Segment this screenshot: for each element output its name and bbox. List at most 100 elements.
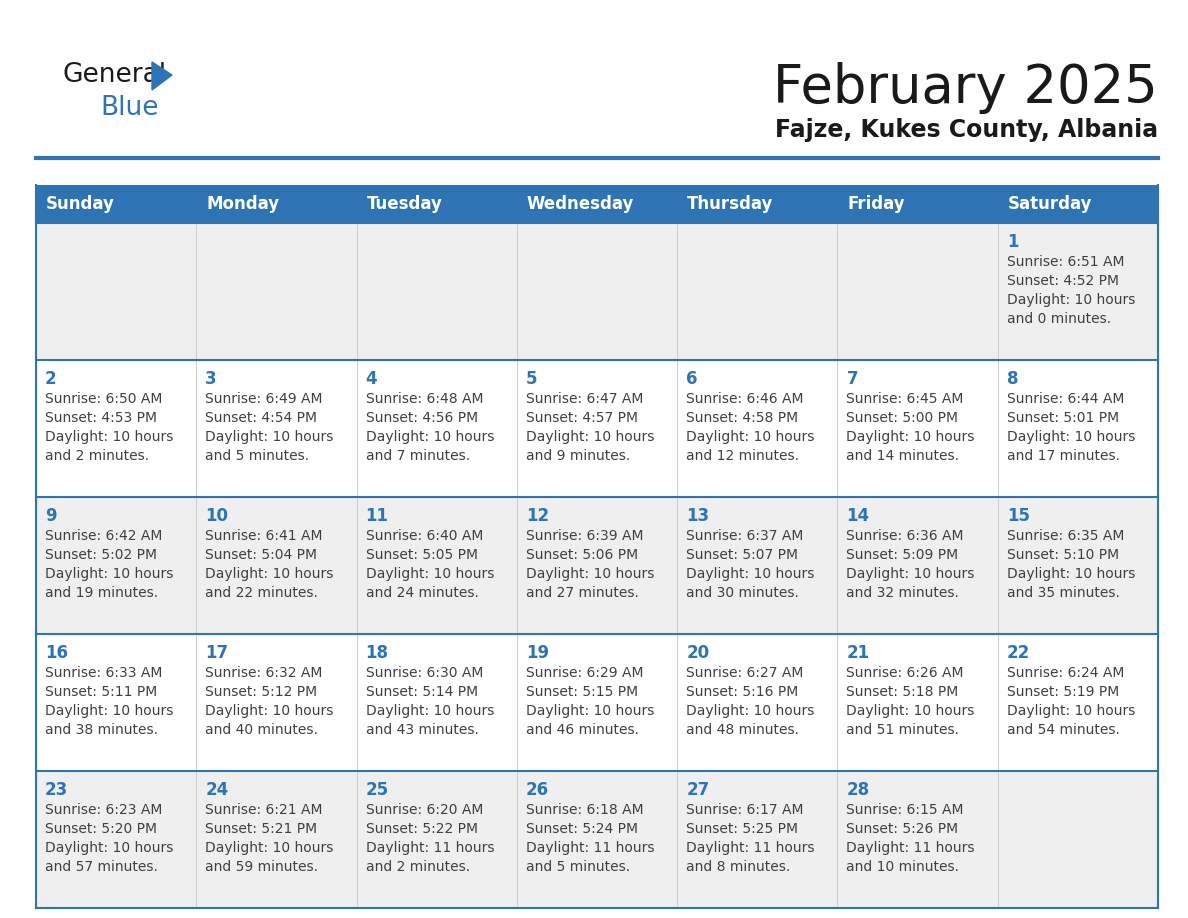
Text: Sunset: 5:11 PM: Sunset: 5:11 PM: [45, 685, 157, 699]
Bar: [677, 223, 838, 360]
Text: 11: 11: [366, 507, 388, 525]
Text: Sunset: 5:15 PM: Sunset: 5:15 PM: [526, 685, 638, 699]
Text: 1: 1: [1006, 233, 1018, 251]
Text: Sunset: 4:56 PM: Sunset: 4:56 PM: [366, 411, 478, 425]
Text: Daylight: 10 hours: Daylight: 10 hours: [687, 567, 815, 581]
Text: and 2 minutes.: and 2 minutes.: [366, 860, 469, 874]
Bar: [677, 185, 838, 223]
Text: Sunset: 5:16 PM: Sunset: 5:16 PM: [687, 685, 798, 699]
Text: 6: 6: [687, 370, 697, 388]
Text: and 59 minutes.: and 59 minutes.: [206, 860, 318, 874]
Text: Sunrise: 6:23 AM: Sunrise: 6:23 AM: [45, 803, 163, 817]
Text: Sunset: 5:19 PM: Sunset: 5:19 PM: [1006, 685, 1119, 699]
Bar: [677, 634, 838, 771]
Text: 8: 8: [1006, 370, 1018, 388]
Text: and 17 minutes.: and 17 minutes.: [1006, 449, 1120, 463]
Text: Daylight: 10 hours: Daylight: 10 hours: [45, 841, 173, 855]
Text: 16: 16: [45, 644, 68, 662]
Text: Sunrise: 6:35 AM: Sunrise: 6:35 AM: [1006, 529, 1124, 543]
Text: Sunset: 5:22 PM: Sunset: 5:22 PM: [366, 822, 478, 836]
Text: Daylight: 10 hours: Daylight: 10 hours: [1006, 430, 1135, 444]
Text: 21: 21: [846, 644, 870, 662]
Bar: [998, 771, 1158, 908]
Text: 25: 25: [366, 781, 388, 799]
Text: Sunset: 4:54 PM: Sunset: 4:54 PM: [206, 411, 317, 425]
Text: Sunset: 5:12 PM: Sunset: 5:12 PM: [206, 685, 317, 699]
Text: Sunrise: 6:50 AM: Sunrise: 6:50 AM: [45, 392, 163, 406]
Bar: [356, 185, 517, 223]
Bar: [36, 223, 196, 360]
Bar: [196, 360, 356, 497]
Bar: [517, 223, 677, 360]
Text: and 0 minutes.: and 0 minutes.: [1006, 312, 1111, 326]
Text: Daylight: 10 hours: Daylight: 10 hours: [366, 567, 494, 581]
Bar: [36, 360, 196, 497]
Text: Daylight: 10 hours: Daylight: 10 hours: [846, 704, 975, 718]
Text: Sunrise: 6:47 AM: Sunrise: 6:47 AM: [526, 392, 643, 406]
Text: 24: 24: [206, 781, 228, 799]
Text: Sunset: 5:02 PM: Sunset: 5:02 PM: [45, 548, 157, 562]
Text: Wednesday: Wednesday: [526, 195, 634, 213]
Bar: [196, 771, 356, 908]
Text: and 5 minutes.: and 5 minutes.: [526, 860, 630, 874]
Polygon shape: [152, 62, 172, 90]
Text: Sunrise: 6:17 AM: Sunrise: 6:17 AM: [687, 803, 803, 817]
Bar: [517, 185, 677, 223]
Text: Sunrise: 6:39 AM: Sunrise: 6:39 AM: [526, 529, 644, 543]
Text: Sunrise: 6:33 AM: Sunrise: 6:33 AM: [45, 666, 163, 680]
Text: 7: 7: [846, 370, 858, 388]
Bar: [677, 497, 838, 634]
Text: Daylight: 10 hours: Daylight: 10 hours: [1006, 567, 1135, 581]
Text: 22: 22: [1006, 644, 1030, 662]
Bar: [36, 185, 196, 223]
Bar: [517, 771, 677, 908]
Text: Sunset: 4:53 PM: Sunset: 4:53 PM: [45, 411, 157, 425]
Text: Daylight: 10 hours: Daylight: 10 hours: [45, 704, 173, 718]
Text: Sunset: 5:09 PM: Sunset: 5:09 PM: [846, 548, 959, 562]
Text: Daylight: 10 hours: Daylight: 10 hours: [846, 567, 975, 581]
Text: and 22 minutes.: and 22 minutes.: [206, 586, 318, 600]
Text: 27: 27: [687, 781, 709, 799]
Text: Daylight: 10 hours: Daylight: 10 hours: [206, 704, 334, 718]
Text: Daylight: 10 hours: Daylight: 10 hours: [206, 567, 334, 581]
Text: Saturday: Saturday: [1007, 195, 1092, 213]
Bar: [838, 360, 998, 497]
Text: Sunset: 5:10 PM: Sunset: 5:10 PM: [1006, 548, 1119, 562]
Bar: [838, 497, 998, 634]
Bar: [677, 771, 838, 908]
Text: Daylight: 10 hours: Daylight: 10 hours: [1006, 293, 1135, 307]
Text: Sunset: 4:58 PM: Sunset: 4:58 PM: [687, 411, 798, 425]
Bar: [36, 634, 196, 771]
Text: Daylight: 10 hours: Daylight: 10 hours: [366, 430, 494, 444]
Bar: [196, 185, 356, 223]
Text: Daylight: 11 hours: Daylight: 11 hours: [526, 841, 655, 855]
Text: Sunrise: 6:15 AM: Sunrise: 6:15 AM: [846, 803, 963, 817]
Text: Daylight: 10 hours: Daylight: 10 hours: [526, 704, 655, 718]
Bar: [838, 634, 998, 771]
Text: and 7 minutes.: and 7 minutes.: [366, 449, 469, 463]
Text: Daylight: 10 hours: Daylight: 10 hours: [846, 430, 975, 444]
Text: 5: 5: [526, 370, 537, 388]
Bar: [838, 223, 998, 360]
Bar: [196, 634, 356, 771]
Text: 3: 3: [206, 370, 217, 388]
Text: Daylight: 10 hours: Daylight: 10 hours: [45, 430, 173, 444]
Text: 28: 28: [846, 781, 870, 799]
Text: Sunrise: 6:49 AM: Sunrise: 6:49 AM: [206, 392, 323, 406]
Text: Sunset: 5:05 PM: Sunset: 5:05 PM: [366, 548, 478, 562]
Text: 14: 14: [846, 507, 870, 525]
Bar: [356, 634, 517, 771]
Text: Friday: Friday: [847, 195, 905, 213]
Text: Sunset: 5:14 PM: Sunset: 5:14 PM: [366, 685, 478, 699]
Bar: [356, 497, 517, 634]
Text: Sunrise: 6:20 AM: Sunrise: 6:20 AM: [366, 803, 484, 817]
Text: and 27 minutes.: and 27 minutes.: [526, 586, 639, 600]
Text: Daylight: 10 hours: Daylight: 10 hours: [526, 567, 655, 581]
Bar: [517, 634, 677, 771]
Text: Sunrise: 6:21 AM: Sunrise: 6:21 AM: [206, 803, 323, 817]
Text: Sunrise: 6:18 AM: Sunrise: 6:18 AM: [526, 803, 644, 817]
Text: 26: 26: [526, 781, 549, 799]
Text: and 38 minutes.: and 38 minutes.: [45, 723, 158, 737]
Text: and 30 minutes.: and 30 minutes.: [687, 586, 800, 600]
Text: Sunset: 5:07 PM: Sunset: 5:07 PM: [687, 548, 798, 562]
